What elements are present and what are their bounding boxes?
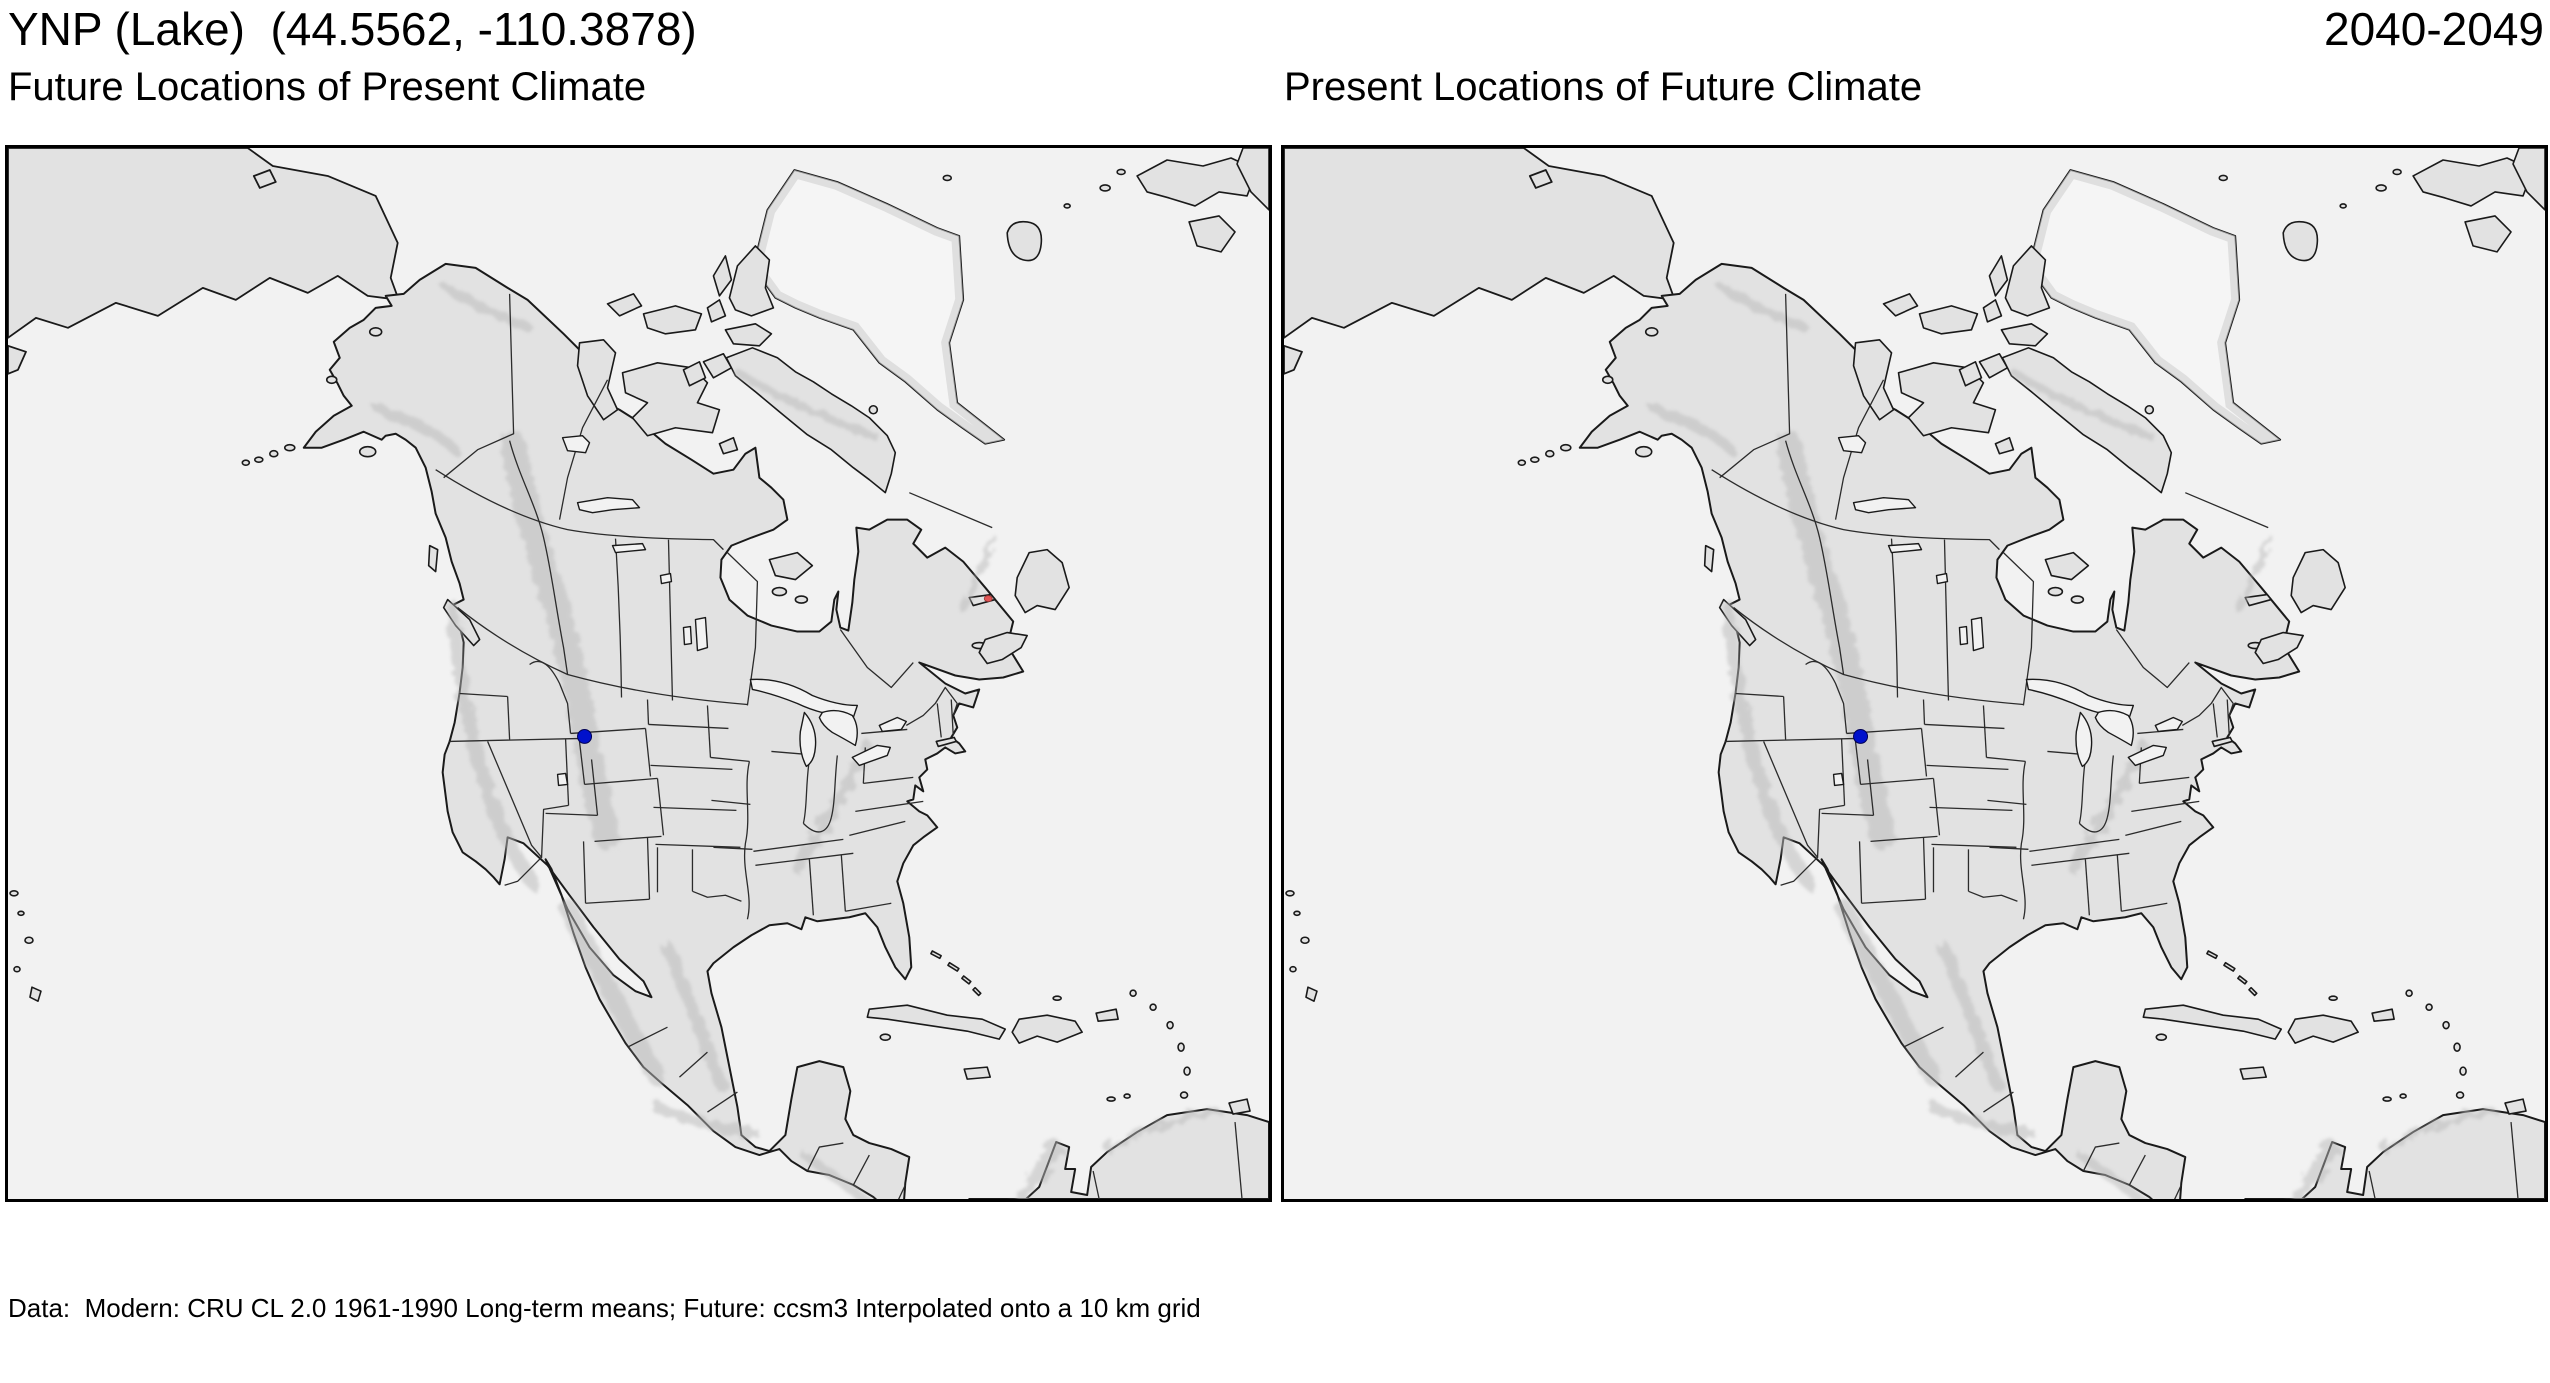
target-location-marker: [1853, 728, 1869, 744]
map-panel-future-locations: [5, 145, 1272, 1202]
footer-metadata: Data: Modern: CRU CL 2.0 1961-1990 Long-…: [8, 1216, 1881, 1383]
map-panel-present-locations: [1281, 145, 2548, 1202]
footer-data-line: Data: Modern: CRU CL 2.0 1961-1990 Long-…: [8, 1293, 1201, 1323]
left-map-subtitle: Future Locations of Present Climate: [8, 65, 647, 109]
north-america-map-left: [8, 148, 1269, 1199]
north-america-map-right: [1284, 148, 2545, 1199]
right-map-subtitle: Present Locations of Future Climate: [1284, 65, 1923, 109]
target-location-marker: [577, 728, 593, 744]
time-period-label: 2040-2049: [2324, 3, 2544, 55]
figure-title: YNP (Lake) (44.5562, -110.3878): [8, 3, 697, 55]
climate-analog-marker: [983, 595, 993, 602]
